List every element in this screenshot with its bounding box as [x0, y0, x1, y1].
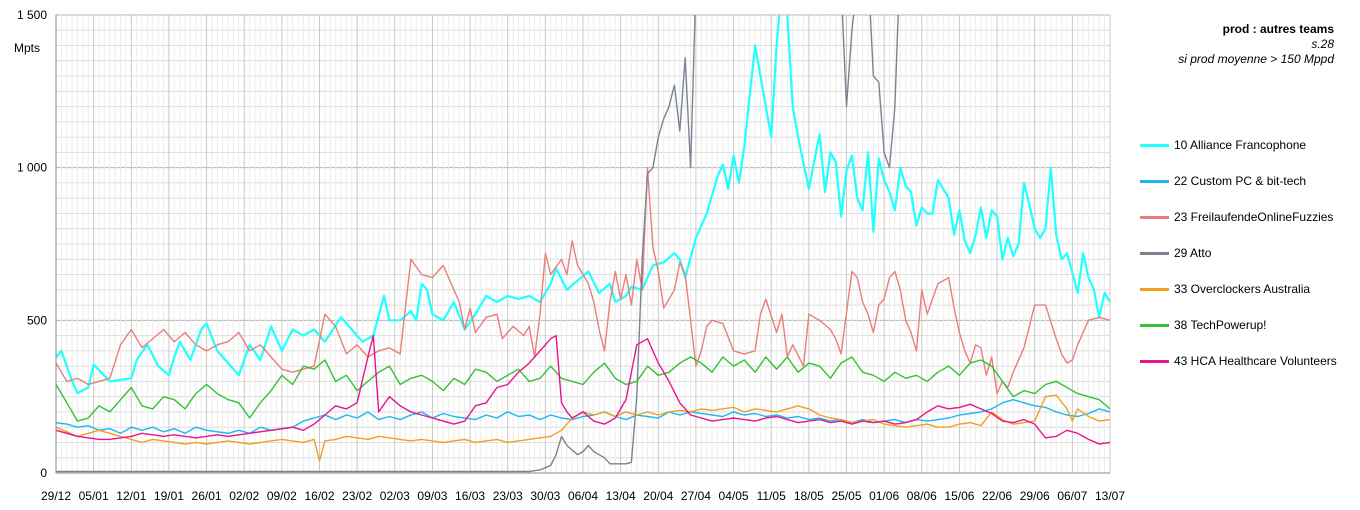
legend-item: 33 Overclockers Australia	[1140, 282, 1355, 320]
x-tick-label: 25/05	[831, 489, 861, 503]
legend-swatch	[1140, 288, 1169, 291]
x-tick-label: 18/05	[794, 489, 824, 503]
x-tick-label: 05/01	[79, 489, 109, 503]
y-tick-label: 1 500	[17, 8, 47, 22]
x-tick-label: 06/04	[568, 489, 598, 503]
x-tick-label: 22/06	[982, 489, 1012, 503]
x-tick-label: 12/01	[116, 489, 146, 503]
legend-item: 22 Custom PC & bit-tech	[1140, 174, 1355, 212]
x-tick-label: 16/02	[304, 489, 334, 503]
x-tick-label: 29/12	[41, 489, 71, 503]
x-tick-label: 15/06	[944, 489, 974, 503]
legend-label: 23 FreilaufendeOnlineFuzzies	[1174, 210, 1334, 224]
series-line	[56, 167, 1110, 395]
x-tick-label: 30/03	[530, 489, 560, 503]
series-line	[56, 356, 1110, 422]
legend: 10 Alliance Francophone 22 Custom PC & bi…	[1140, 138, 1355, 392]
chart-subtitle: s.28	[1311, 37, 1334, 51]
x-tick-label: 02/02	[229, 489, 259, 503]
axes: 0 500 1 000 1 500 29/12 05/01 12/01 19/01 26/01 0…	[17, 8, 1125, 503]
chart-title-box: prod : autres teams s.28 si prod moyenne…	[1074, 22, 1334, 67]
chart-title: prod : autres teams	[1222, 22, 1334, 36]
legend-swatch	[1140, 324, 1169, 327]
legend-item: 10 Alliance Francophone	[1140, 138, 1355, 176]
legend-swatch	[1140, 360, 1169, 363]
legend-swatch	[1140, 180, 1169, 183]
x-tick-label: 02/03	[380, 489, 410, 503]
y-tick-label: 0	[40, 466, 47, 480]
series-line	[56, 15, 899, 473]
legend-label: 10 Alliance Francophone	[1174, 138, 1307, 152]
x-tick-label: 27/04	[681, 489, 711, 503]
x-tick-label: 11/05	[757, 489, 786, 503]
legend-swatch	[1140, 144, 1169, 147]
x-tick-label: 13/07	[1095, 489, 1125, 503]
series-line	[56, 15, 1110, 395]
y-tick-label: 500	[27, 313, 47, 327]
legend-label: 38 TechPowerup!	[1174, 318, 1267, 332]
x-tick-label: 20/04	[643, 489, 673, 503]
legend-label: 29 Atto	[1174, 246, 1212, 260]
x-tick-label: 04/05	[719, 489, 749, 503]
x-tick-label: 09/03	[417, 489, 447, 503]
x-tick-label: 16/03	[455, 489, 485, 503]
x-tick-label: 29/06	[1020, 489, 1050, 503]
series-line	[56, 334, 1110, 445]
y-unit-label: Mpts	[14, 41, 40, 55]
legend-item: 43 HCA Healthcare Volunteers	[1140, 354, 1355, 392]
legend-label: 22 Custom PC & bit-tech	[1174, 174, 1307, 188]
x-tick-label: 06/07	[1057, 489, 1087, 503]
x-tick-label: 13/04	[606, 489, 636, 503]
x-tick-label: 26/01	[192, 489, 222, 503]
chart-note: si prod moyenne > 150 Mppd	[1178, 52, 1334, 66]
y-tick-label: 1 000	[17, 161, 47, 175]
x-tick-label: 01/06	[869, 489, 899, 503]
x-tick-label: 23/03	[493, 489, 523, 503]
grid	[55, 14, 1111, 474]
x-tick-label: 19/01	[154, 489, 184, 503]
legend-label: 33 Overclockers Australia	[1174, 282, 1311, 296]
legend-item: 23 FreilaufendeOnlineFuzzies	[1140, 210, 1355, 248]
x-tick-label: 23/02	[342, 489, 372, 503]
legend-item: 38 TechPowerup!	[1140, 318, 1355, 356]
legend-label: 43 HCA Healthcare Volunteers	[1174, 354, 1337, 368]
x-tick-label: 08/06	[907, 489, 937, 503]
legend-swatch	[1140, 252, 1169, 255]
series-line	[56, 399, 1110, 434]
legend-swatch	[1140, 216, 1169, 219]
series-lines	[56, 15, 1110, 473]
legend-item: 29 Atto	[1140, 246, 1355, 284]
x-tick-label: 09/02	[267, 489, 297, 503]
